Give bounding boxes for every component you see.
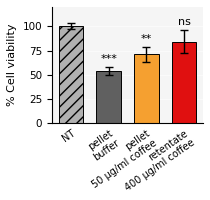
Y-axis label: % Cell viability: % Cell viability (7, 24, 17, 106)
Bar (134, 54, 159, 123)
Bar (59, 26, 83, 123)
Bar (96, 71, 121, 123)
Bar (172, 42, 196, 123)
Text: **: ** (141, 34, 152, 44)
Text: ns: ns (177, 17, 190, 27)
Text: ***: *** (100, 54, 117, 64)
